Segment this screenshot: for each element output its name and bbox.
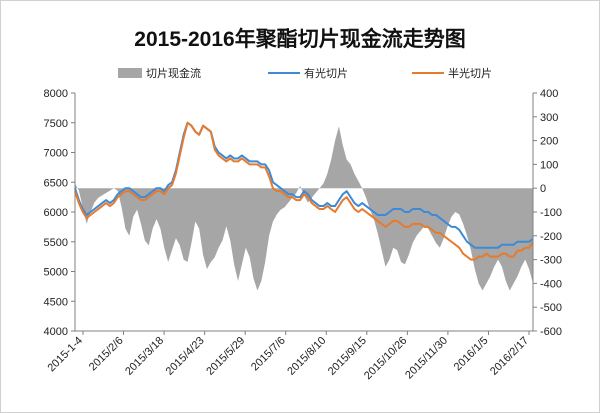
series-area-cashflow: [75, 126, 533, 291]
legend-label-semidull: 半光切片: [448, 66, 492, 80]
y-left-tick-label: 7500: [44, 118, 68, 130]
x-tick-label: 2016/2/17: [488, 335, 531, 378]
y-right-tick-label: -500: [540, 302, 562, 314]
x-tick-label: 2015/9/15: [326, 335, 369, 378]
y-right-tick-label: -600: [540, 326, 562, 338]
legend-label-cashflow: 切片现金流: [146, 66, 201, 80]
y-left-tick-label: 8000: [44, 88, 68, 100]
plot-area: [74, 121, 534, 291]
x-tick-label: 2015/7/6: [249, 335, 288, 374]
y-left-tick-label: 6500: [44, 177, 68, 189]
legend-label-bright: 有光切片: [304, 66, 348, 80]
y-right-tick-label: 300: [540, 112, 558, 124]
x-tick-label: 2015/8/10: [285, 335, 328, 378]
x-tick-label: 2015/4/23: [164, 335, 207, 378]
y-left-tick-label: 6000: [44, 207, 68, 219]
y-right-tick-label: -200: [540, 231, 562, 243]
y-right-tick-label: -400: [540, 278, 562, 290]
y-right-tick-label: -100: [540, 207, 562, 219]
legend-swatch-cashflow: [118, 68, 142, 78]
y-right-tick-label: 400: [540, 88, 558, 100]
legend: 切片现金流 有光切片 半光切片: [118, 66, 492, 80]
x-tick-label: 2016/1/5: [452, 335, 491, 374]
x-tick-label: 2015/11/30: [403, 335, 450, 382]
x-tick-label: 2015/2/6: [87, 335, 126, 374]
y-right-tick-label: 0: [540, 183, 546, 195]
x-tick-label: 2015/5/29: [204, 335, 247, 378]
chart-title: 2015-2016年聚酯切片现金流走势图: [134, 27, 465, 51]
series-line-bright: [74, 121, 534, 249]
y-right-tick-label: 100: [540, 159, 558, 171]
y-right-tick-label: 200: [540, 136, 558, 148]
y-left-tick-label: 4000: [44, 326, 68, 338]
x-tick-label: 2015-1-4: [45, 335, 85, 375]
y-left-tick-label: 4500: [44, 296, 68, 308]
y-left-tick-label: 7000: [44, 148, 68, 160]
y-left-tick-label: 5500: [44, 237, 68, 249]
series-line-semidull: [74, 121, 534, 261]
x-tick-label: 2015/10/26: [362, 335, 409, 382]
y-right-tick-label: -300: [540, 255, 562, 267]
y-left-tick-label: 5000: [44, 267, 68, 279]
x-tick-label: 2015/3/18: [123, 335, 166, 378]
